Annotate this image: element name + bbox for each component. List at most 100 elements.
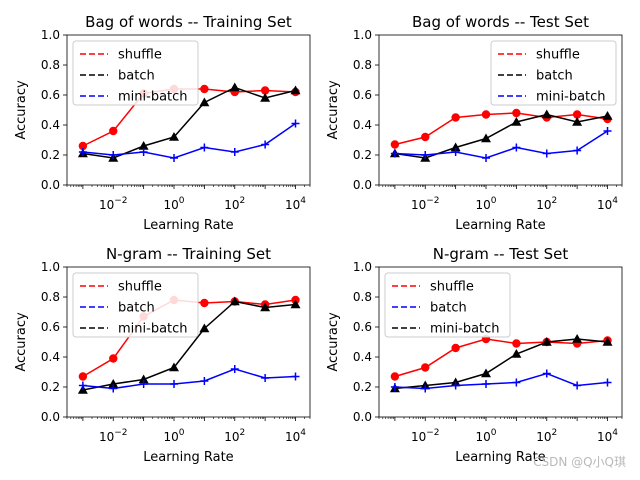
legend: shuffle batch mini-batch	[72, 40, 199, 106]
legend-label: mini-batch	[536, 90, 606, 105]
legend-label: mini-batch	[430, 322, 500, 337]
x-tick-label: 104	[597, 196, 618, 212]
data-point	[451, 113, 460, 122]
y-tick-label: 0.2	[41, 380, 60, 394]
x-tick-label: 100	[475, 196, 496, 212]
x-tick-label: 104	[285, 428, 306, 444]
y-tick-label: 0.6	[41, 320, 60, 334]
chart-panel-1: Bag of words -- Training Set 0.0 0.2 0.4 0.6…	[14, 13, 311, 233]
data-point	[390, 372, 400, 381]
data-point	[109, 126, 118, 136]
data-point	[573, 146, 582, 155]
data-point	[229, 296, 240, 306]
data-point	[170, 380, 179, 388]
data-point	[421, 132, 430, 142]
data-point	[260, 302, 271, 312]
series-line-3	[82, 368, 296, 390]
data-point	[512, 378, 521, 387]
x-tick-label: 10−2	[99, 428, 128, 444]
y-tick-label: 0.4	[41, 118, 60, 132]
x-tick-label: 104	[597, 428, 618, 444]
data-point	[451, 148, 460, 156]
y-tick-label: 0.6	[353, 88, 372, 102]
axes-frame	[66, 34, 311, 186]
legend-label: shuffle	[430, 280, 474, 295]
x-tick-label: 10−2	[411, 428, 440, 444]
data-point	[199, 97, 210, 107]
y-tick-label: 0.8	[41, 58, 60, 72]
legend-label: batch	[536, 69, 573, 84]
data-point	[260, 86, 270, 95]
data-point	[261, 140, 270, 149]
data-point	[200, 84, 209, 94]
data-point	[78, 148, 87, 156]
data-point	[138, 141, 149, 150]
y-tick-label: 1.0	[353, 28, 372, 42]
data-point	[541, 109, 552, 119]
chart-title: Bag of words -- Training Set	[85, 13, 292, 31]
data-point	[109, 151, 118, 159]
data-point	[200, 377, 209, 385]
y-tick-label: 0.6	[353, 320, 372, 334]
legend-label: shuffle	[536, 48, 580, 63]
data-point	[390, 149, 399, 158]
data-point	[451, 381, 460, 390]
watermark: CSDN @Q小Q琪	[533, 455, 626, 469]
x-tick-label: 10−2	[99, 196, 128, 212]
series-line-2	[82, 300, 296, 391]
chart-panel-2: Bag of words -- Test Set 0.0 0.2 0.4 0.6 0.8 1…	[326, 13, 623, 233]
y-tick-label: 0.6	[41, 88, 60, 102]
data-point	[451, 343, 460, 353]
legend-label: batch	[118, 301, 155, 316]
data-point	[138, 374, 149, 384]
y-axis-label: Accuracy	[14, 80, 29, 140]
data-point	[200, 298, 209, 308]
data-point	[109, 384, 118, 393]
x-tick-label: 104	[285, 196, 306, 212]
x-tick-label: 100	[163, 196, 184, 212]
legend-label: mini-batch	[118, 90, 188, 105]
x-tick-label: 102	[224, 428, 245, 444]
data-point	[260, 93, 271, 102]
data-point	[572, 110, 582, 119]
y-tick-label: 0.0	[353, 410, 372, 424]
series-line-3	[394, 130, 608, 159]
legend-frame	[490, 40, 617, 106]
axes-frame	[378, 34, 623, 186]
chart-panel-4: N-gram -- Test Set 0.0 0.2 0.4 0.6 0.8 1.0 10−2…	[326, 245, 623, 465]
chart-title: N-gram -- Test Set	[433, 245, 569, 263]
y-axis-label: Accuracy	[326, 80, 341, 140]
x-tick-label: 102	[536, 428, 557, 444]
y-tick-label: 0.2	[353, 148, 372, 162]
data-point	[482, 380, 491, 388]
legend-label: batch	[118, 69, 155, 84]
series-line-2	[394, 338, 608, 390]
y-tick-label: 0.2	[41, 148, 60, 162]
x-tick-label: 102	[224, 196, 245, 212]
x-axis-label: Learning Rate	[455, 218, 545, 233]
y-axis-label: Accuracy	[14, 312, 29, 372]
data-point	[603, 378, 612, 387]
data-point	[290, 299, 301, 309]
legend-label: batch	[430, 301, 467, 316]
legend-frame	[72, 272, 199, 338]
data-point	[170, 154, 179, 162]
legend-label: shuffle	[118, 280, 162, 295]
x-tick-label: 102	[536, 196, 557, 212]
y-tick-label: 0.0	[41, 178, 60, 192]
data-point	[541, 337, 552, 346]
series-line-1	[394, 112, 608, 146]
y-tick-label: 0.4	[353, 118, 372, 132]
axes-frame	[378, 266, 623, 418]
data-point	[482, 154, 491, 162]
y-tick-label: 0.8	[353, 290, 372, 304]
y-tick-label: 0.8	[41, 290, 60, 304]
y-tick-label: 0.4	[353, 350, 372, 364]
legend-frame	[72, 40, 199, 106]
data-point	[511, 349, 522, 358]
data-point	[291, 119, 300, 128]
data-point	[261, 374, 270, 382]
data-point	[572, 117, 583, 126]
data-point	[481, 368, 492, 378]
